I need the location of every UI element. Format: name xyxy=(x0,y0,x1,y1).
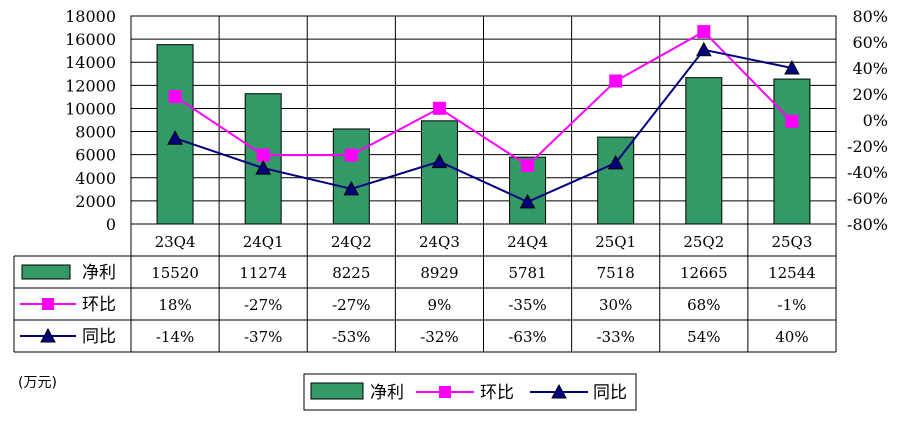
line-series xyxy=(167,25,800,209)
left-axis-tick: 12000 xyxy=(65,76,116,95)
right-axis-tick: 40% xyxy=(852,59,888,78)
row-label: 环比 xyxy=(82,295,116,315)
data-label: -37% xyxy=(244,328,282,346)
left-axis-tick: 10000 xyxy=(65,99,116,118)
category-label: 23Q4 xyxy=(155,233,196,251)
row-label: 同比 xyxy=(82,327,116,347)
yoy-marker-24Q2 xyxy=(343,180,360,196)
data-label: 40% xyxy=(775,328,808,346)
plot-frame xyxy=(130,15,837,225)
qoq-marker-25Q3 xyxy=(785,114,799,128)
line-qoq xyxy=(174,30,793,167)
data-label: -35% xyxy=(508,296,546,314)
bar-series-net-profit xyxy=(156,44,811,225)
legend-label-net-profit: 净利 xyxy=(370,383,404,403)
qoq-marker-25Q2 xyxy=(697,25,711,39)
data-label: 12544 xyxy=(768,264,816,282)
qoq-marker-23Q4 xyxy=(168,90,182,104)
data-label: 15520 xyxy=(151,264,199,282)
bar-24Q2 xyxy=(332,128,370,225)
left-axis-tick: 18000 xyxy=(65,7,116,26)
data-label: 68% xyxy=(687,296,720,314)
yoy-marker-25Q1 xyxy=(607,154,624,170)
data-label: 54% xyxy=(687,328,720,346)
data-label: -14% xyxy=(156,328,194,346)
bar-25Q2 xyxy=(685,77,723,225)
data-label: 11274 xyxy=(239,264,287,282)
right-axis-tick: -40% xyxy=(847,163,888,182)
right-axis-tick: -20% xyxy=(847,137,888,156)
category-label: 24Q3 xyxy=(419,233,460,251)
left-axis-tick: 0 xyxy=(106,215,116,234)
category-label: 25Q1 xyxy=(595,233,636,251)
category-label: 24Q2 xyxy=(331,233,372,251)
right-axis-tick: -60% xyxy=(847,189,888,208)
yoy-marker-24Q1 xyxy=(255,160,272,175)
data-label: -1% xyxy=(778,296,807,314)
bar-25Q3 xyxy=(773,78,811,225)
data-label: -53% xyxy=(332,328,370,346)
data-label: 30% xyxy=(599,296,632,314)
yoy-marker-23Q4 xyxy=(167,130,183,145)
data-label: 18% xyxy=(158,296,191,314)
legend-key-yoy-marker xyxy=(551,383,567,399)
qoq-marker-24Q3 xyxy=(432,101,446,115)
yoy-marker-25Q3 xyxy=(784,59,800,75)
category-label: 25Q2 xyxy=(683,233,724,251)
category-label: 24Q1 xyxy=(243,233,284,251)
axes: 0 2000 4000 6000 8000 10000 12000 14000 16000 180… xyxy=(65,7,888,234)
data-label: 12665 xyxy=(680,264,728,282)
qoq-marker-24Q2 xyxy=(344,148,358,162)
right-axis-tick: 80% xyxy=(852,7,888,26)
left-axis-tick: 8000 xyxy=(75,123,116,142)
left-axis-tick: 16000 xyxy=(65,30,116,49)
legend-key-qoq-marker xyxy=(439,386,451,398)
data-label: 8929 xyxy=(420,264,458,282)
left-axis-tick: 4000 xyxy=(75,169,116,188)
yoy-marker-24Q4 xyxy=(519,193,536,209)
data-label: -33% xyxy=(596,328,634,346)
left-axis-tick: 14000 xyxy=(65,53,116,72)
data-label: 9% xyxy=(428,296,452,314)
left-axis-tick: 2000 xyxy=(75,192,116,211)
bar-24Q3 xyxy=(420,120,458,225)
data-label: -27% xyxy=(332,296,370,314)
right-axis-tick: -80% xyxy=(847,215,888,234)
left-axis-tick: 6000 xyxy=(75,146,116,165)
table-key-square xyxy=(42,298,54,310)
data-table: 23Q4 24Q1 24Q2 24Q3 24Q4 25Q1 25Q2 25Q3 净利 15520 1… xyxy=(13,233,836,353)
data-label: -27% xyxy=(244,296,282,314)
gridlines xyxy=(130,15,837,352)
qoq-marker-24Q4 xyxy=(521,159,535,172)
unit-label: (万元) xyxy=(18,375,57,391)
table-key-net-profit xyxy=(21,264,71,280)
legend-label-yoy: 同比 xyxy=(593,383,627,403)
qoq-marker-25Q1 xyxy=(609,74,623,88)
row-label: 净利 xyxy=(82,263,116,283)
right-axis-tick: 0% xyxy=(863,111,888,130)
data-label: 8225 xyxy=(332,264,370,282)
category-label: 24Q4 xyxy=(507,233,548,251)
data-label: 7518 xyxy=(597,264,635,282)
right-axis-tick: 20% xyxy=(852,85,888,104)
data-label: -32% xyxy=(420,328,458,346)
qoq-marker-24Q1 xyxy=(256,148,270,162)
category-label: 25Q3 xyxy=(771,233,812,251)
legend-key-net-profit xyxy=(310,382,364,400)
data-label: 5781 xyxy=(508,264,546,282)
yoy-marker-24Q3 xyxy=(431,153,448,169)
line-yoy xyxy=(174,48,793,203)
bar-25Q1 xyxy=(597,136,635,225)
yoy-marker-25Q2 xyxy=(695,41,712,57)
right-axis-tick: 60% xyxy=(852,33,888,52)
table-key-triangle xyxy=(40,327,56,343)
data-label: -63% xyxy=(508,328,546,346)
legend-label-qoq: 环比 xyxy=(480,383,514,403)
legend: 净利 环比 同比 xyxy=(303,373,637,411)
